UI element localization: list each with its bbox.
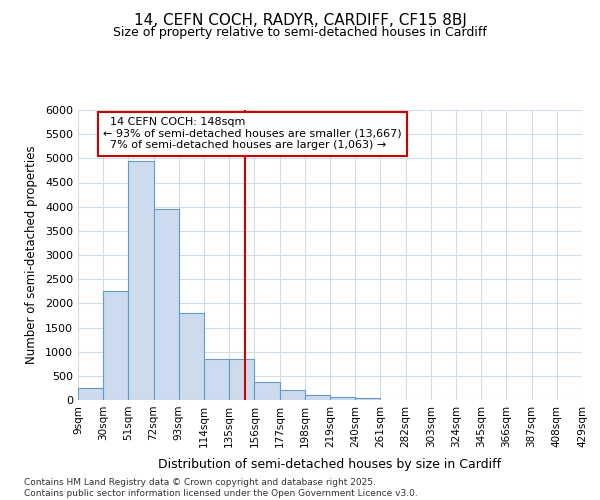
Bar	[254, 382, 280, 400]
Text: Contains HM Land Registry data © Crown copyright and database right 2025.
Contai: Contains HM Land Registry data © Crown c…	[24, 478, 418, 498]
X-axis label: Distribution of semi-detached houses by size in Cardiff: Distribution of semi-detached houses by …	[158, 458, 502, 471]
Bar	[355, 398, 380, 400]
Text: Size of property relative to semi-detached houses in Cardiff: Size of property relative to semi-detach…	[113, 26, 487, 39]
Bar	[204, 359, 229, 400]
Bar	[330, 396, 355, 400]
Bar	[103, 291, 128, 400]
Text: 14 CEFN COCH: 148sqm
← 93% of semi-detached houses are smaller (13,667)
  7% of : 14 CEFN COCH: 148sqm ← 93% of semi-detac…	[103, 117, 402, 150]
Bar	[128, 161, 154, 400]
Y-axis label: Number of semi-detached properties: Number of semi-detached properties	[25, 146, 38, 364]
Bar	[154, 209, 179, 400]
Bar	[78, 388, 103, 400]
Bar	[229, 359, 254, 400]
Bar	[280, 390, 305, 400]
Bar	[179, 313, 204, 400]
Text: 14, CEFN COCH, RADYR, CARDIFF, CF15 8BJ: 14, CEFN COCH, RADYR, CARDIFF, CF15 8BJ	[134, 12, 466, 28]
Bar	[305, 395, 330, 400]
